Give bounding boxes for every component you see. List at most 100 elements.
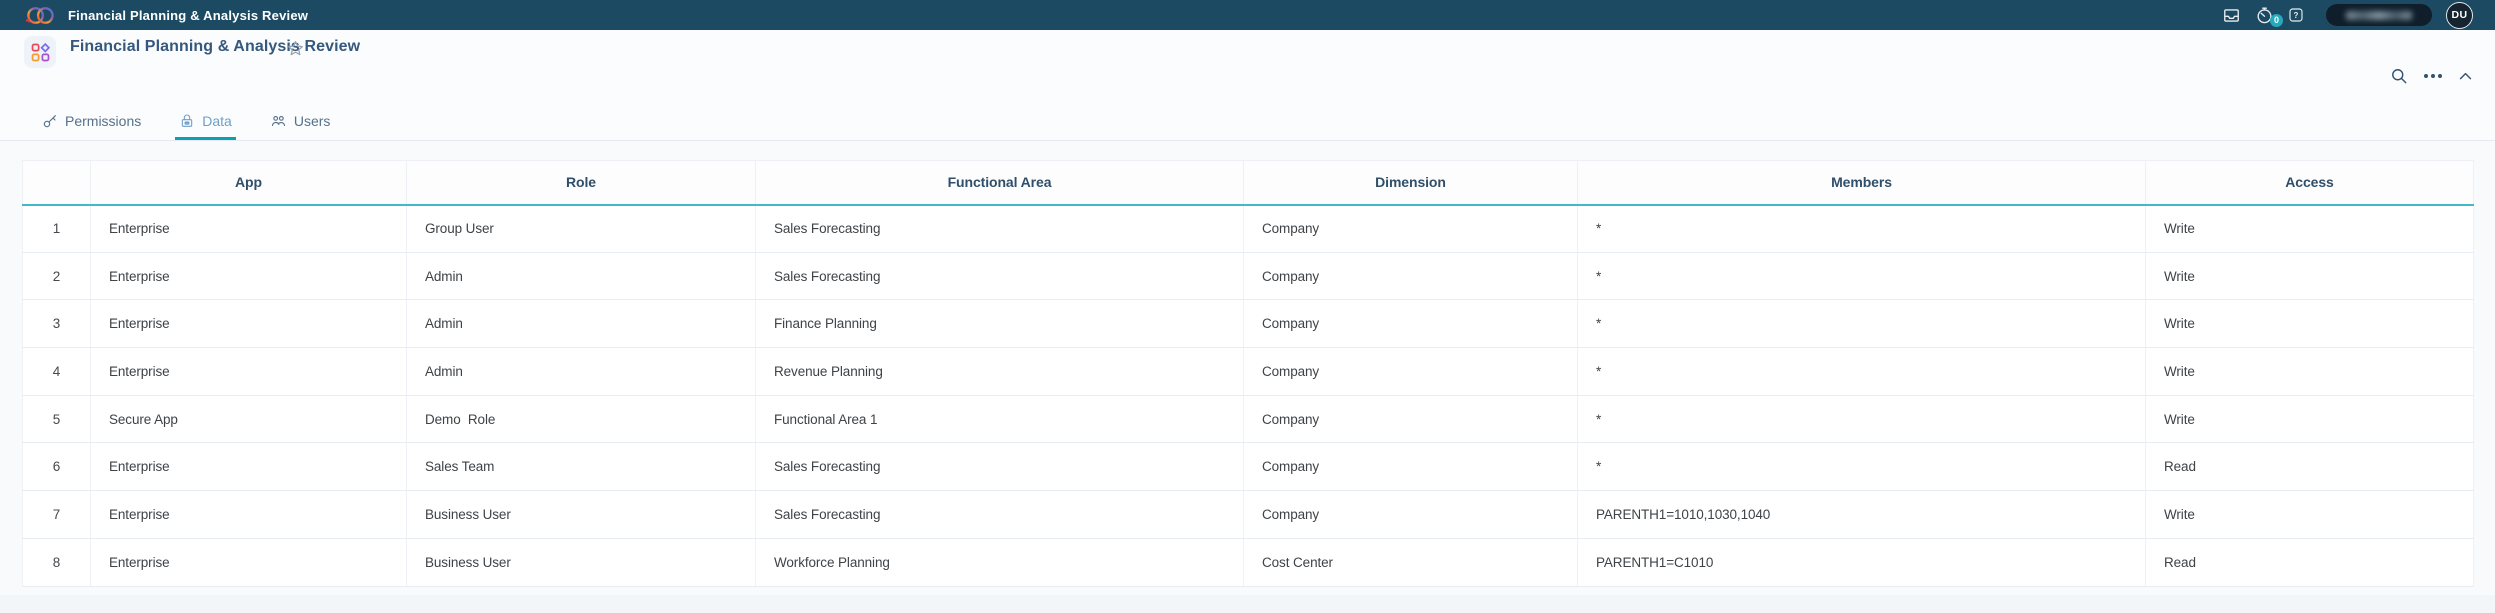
app-cell: Enterprise xyxy=(90,490,407,539)
table-header: App Role Functional Area Dimension Membe… xyxy=(22,160,2474,206)
functional-area-cell: Functional Area 1 xyxy=(755,394,1244,444)
tab-permissions[interactable]: Permissions xyxy=(38,100,145,140)
access-cell: Write xyxy=(2145,394,2474,444)
tabs-row: Permissions Data Users xyxy=(0,100,2495,141)
table-row[interactable]: 3 Enterprise Admin Finance Planning Comp… xyxy=(22,299,2474,349)
dimension-cell: Company xyxy=(1243,204,1578,253)
access-cell: Write xyxy=(2145,204,2474,253)
table-row[interactable]: 8 Enterprise Business User Workforce Pla… xyxy=(22,537,2474,587)
column-header-rownum xyxy=(22,160,91,206)
table-row[interactable]: 2 Enterprise Admin Sales Forecasting Com… xyxy=(22,251,2474,301)
column-header-role: Role xyxy=(406,160,756,206)
app-cell: Enterprise xyxy=(90,204,407,253)
app-cell: Enterprise xyxy=(90,347,407,396)
key-icon xyxy=(42,113,58,129)
role-cell: Admin xyxy=(406,347,756,396)
search-icon[interactable] xyxy=(2389,66,2409,86)
members-cell: * xyxy=(1577,347,2146,396)
row-number-cell: 4 xyxy=(22,347,91,396)
row-number-cell: 2 xyxy=(22,251,91,301)
more-options-icon[interactable] xyxy=(2424,74,2442,78)
members-cell: PARENTH1=C1010 xyxy=(1577,537,2146,587)
members-cell: * xyxy=(1577,251,2146,301)
access-cell: Write xyxy=(2145,347,2474,396)
app-cell: Enterprise xyxy=(90,442,407,492)
row-number-cell: 1 xyxy=(22,204,91,253)
members-cell: * xyxy=(1577,442,2146,492)
inbox-icon[interactable] xyxy=(2222,6,2241,25)
lock-icon xyxy=(179,113,195,129)
members-cell: PARENTH1=1010,1030,1040 xyxy=(1577,490,2146,539)
timer-icon[interactable]: 0 xyxy=(2255,6,2283,27)
column-header-dimension: Dimension xyxy=(1243,160,1578,206)
column-header-app: App xyxy=(90,160,407,206)
app-cell: Enterprise xyxy=(90,537,407,587)
topbar: Financial Planning & Analysis Review 0 ? xyxy=(0,0,2495,30)
tab-data[interactable]: Data xyxy=(175,100,236,140)
functional-area-cell: Workforce Planning xyxy=(755,537,1244,587)
members-cell: * xyxy=(1577,204,2146,253)
functional-area-cell: Sales Forecasting xyxy=(755,490,1244,539)
row-number-cell: 5 xyxy=(22,394,91,444)
role-cell: Sales Team xyxy=(406,442,756,492)
dimension-cell: Cost Center xyxy=(1243,537,1578,587)
header-actions xyxy=(2389,66,2474,86)
app-cell: Secure App xyxy=(90,394,407,444)
app-shapes-icon xyxy=(24,36,56,68)
row-number-cell: 7 xyxy=(22,490,91,539)
user-id-badge[interactable] xyxy=(2326,4,2432,26)
role-cell: Admin xyxy=(406,299,756,349)
functional-area-cell: Sales Forecasting xyxy=(755,204,1244,253)
table-row[interactable]: 6 Enterprise Sales Team Sales Forecastin… xyxy=(22,442,2474,492)
user-id-text-redacted xyxy=(2346,10,2412,20)
permissions-data-table: App Role Functional Area Dimension Membe… xyxy=(22,160,2474,587)
page-title: Financial Planning & Analysis Review xyxy=(70,38,361,55)
dimension-cell: Company xyxy=(1243,394,1578,444)
topbar-app-title: Financial Planning & Analysis Review xyxy=(68,7,309,23)
column-header-functional-area: Functional Area xyxy=(755,160,1244,206)
row-number-cell: 8 xyxy=(22,537,91,587)
tab-label: Users xyxy=(293,112,331,129)
timer-badge-count: 0 xyxy=(2270,13,2283,27)
tab-users[interactable]: Users xyxy=(266,100,335,140)
row-number-cell: 6 xyxy=(22,442,91,492)
table-row[interactable]: 1 Enterprise Group User Sales Forecastin… xyxy=(22,204,2474,253)
page-header: Financial Planning & Analysis Review xyxy=(0,30,2495,100)
cloud-logo-icon xyxy=(24,3,58,27)
user-avatar[interactable]: DU xyxy=(2446,1,2473,29)
access-cell: Write xyxy=(2145,299,2474,349)
functional-area-cell: Finance Planning xyxy=(755,299,1244,349)
row-number-cell: 3 xyxy=(22,299,91,349)
functional-area-cell: Revenue Planning xyxy=(755,347,1244,396)
column-header-access: Access xyxy=(2145,160,2474,206)
table-row[interactable]: 4 Enterprise Admin Revenue Planning Comp… xyxy=(22,347,2474,396)
users-icon xyxy=(270,112,287,129)
tab-label: Permissions xyxy=(65,112,142,129)
app-cell: Enterprise xyxy=(90,251,407,301)
dimension-cell: Company xyxy=(1243,251,1578,301)
functional-area-cell: Sales Forecasting xyxy=(755,442,1244,492)
favorite-star-icon[interactable] xyxy=(287,40,304,57)
dimension-cell: Company xyxy=(1243,347,1578,396)
dimension-cell: Company xyxy=(1243,490,1578,539)
table-body: 1 Enterprise Group User Sales Forecastin… xyxy=(22,204,2474,587)
access-cell: Read xyxy=(2145,442,2474,492)
role-cell: Business User xyxy=(406,537,756,587)
members-cell: * xyxy=(1577,394,2146,444)
tab-label: Data xyxy=(202,112,232,129)
role-cell: Group User xyxy=(406,204,756,253)
page-background-strip xyxy=(0,595,2495,613)
members-cell: * xyxy=(1577,299,2146,349)
role-cell: Business User xyxy=(406,490,756,539)
collapse-chevron-up-icon[interactable] xyxy=(2457,68,2474,85)
topbar-actions: 0 ? DU xyxy=(2222,0,2473,30)
table-row[interactable]: 7 Enterprise Business User Sales Forecas… xyxy=(22,490,2474,539)
svg-text:?: ? xyxy=(2294,11,2299,20)
column-header-members: Members xyxy=(1577,160,2146,206)
dimension-cell: Company xyxy=(1243,442,1578,492)
table-row[interactable]: 5 Secure App Demo Role Functional Area 1… xyxy=(22,394,2474,444)
dimension-cell: Company xyxy=(1243,299,1578,349)
functional-area-cell: Sales Forecasting xyxy=(755,251,1244,301)
access-cell: Read xyxy=(2145,537,2474,587)
help-icon[interactable]: ? xyxy=(2288,7,2304,23)
